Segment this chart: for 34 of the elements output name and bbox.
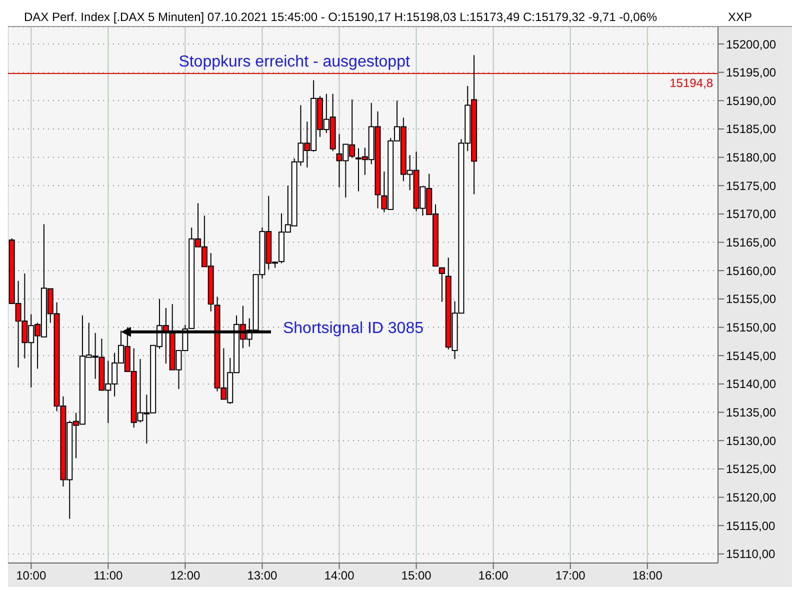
y-tick-label: 15130,00: [726, 434, 776, 448]
x-tick-label: 11:00: [94, 568, 124, 583]
y-tick-label: 15155,00: [726, 292, 776, 306]
y-tick-label: 15120,00: [726, 490, 776, 505]
x-tick-label: 17:00: [555, 568, 586, 583]
x-tick-label: 12:00: [170, 568, 201, 583]
x-tick-label: 16:00: [478, 568, 509, 583]
y-tick-label: 15200,00: [726, 37, 776, 52]
y-tick-label: 15165,00: [726, 236, 776, 250]
y-tick-label: 15140,00: [726, 377, 776, 392]
y-tick-label: 15190,00: [726, 94, 776, 108]
y-tick-label: 15150,00: [726, 320, 776, 335]
y-tick-label: 15110,00: [726, 547, 776, 562]
x-tick-label: 18:00: [632, 568, 663, 583]
ref-line-label: 15194,8: [670, 76, 714, 90]
y-tick-label: 15195,00: [726, 66, 776, 80]
x-tick-label: 10:00: [16, 568, 46, 583]
annotation: Shortsignal ID 3085: [282, 320, 424, 337]
y-tick-label: 15170,00: [726, 207, 776, 222]
y-tick-label: 15175,00: [726, 178, 776, 193]
annotation: Stoppkurs erreicht - ausgestoppt: [178, 53, 410, 70]
y-tick-label: 15135,00: [726, 406, 776, 420]
y-tick-label: 15185,00: [726, 122, 776, 136]
x-tick-label: 15:00: [401, 568, 432, 583]
text: XXP: [727, 9, 754, 26]
y-tick-label: 15115,00: [726, 518, 776, 533]
x-tick-label: 13:00: [247, 568, 278, 583]
chart-title: DAX Perf. Index [.DAX 5 Minuten] 07.10.2021 15:45:00 - O:15190,17 H:15198,03 L:15173,49 C:15179,32 -9,71 -0,06%: [23, 9, 658, 26]
y-tick-label: 15180,00: [726, 150, 776, 165]
y-tick-label: 15160,00: [726, 264, 776, 278]
y-tick-label: 15145,00: [726, 348, 776, 363]
candlestick: [438, 267, 445, 302]
y-tick-label: 15125,00: [726, 462, 776, 476]
x-tick-label: 14:00: [324, 568, 355, 583]
